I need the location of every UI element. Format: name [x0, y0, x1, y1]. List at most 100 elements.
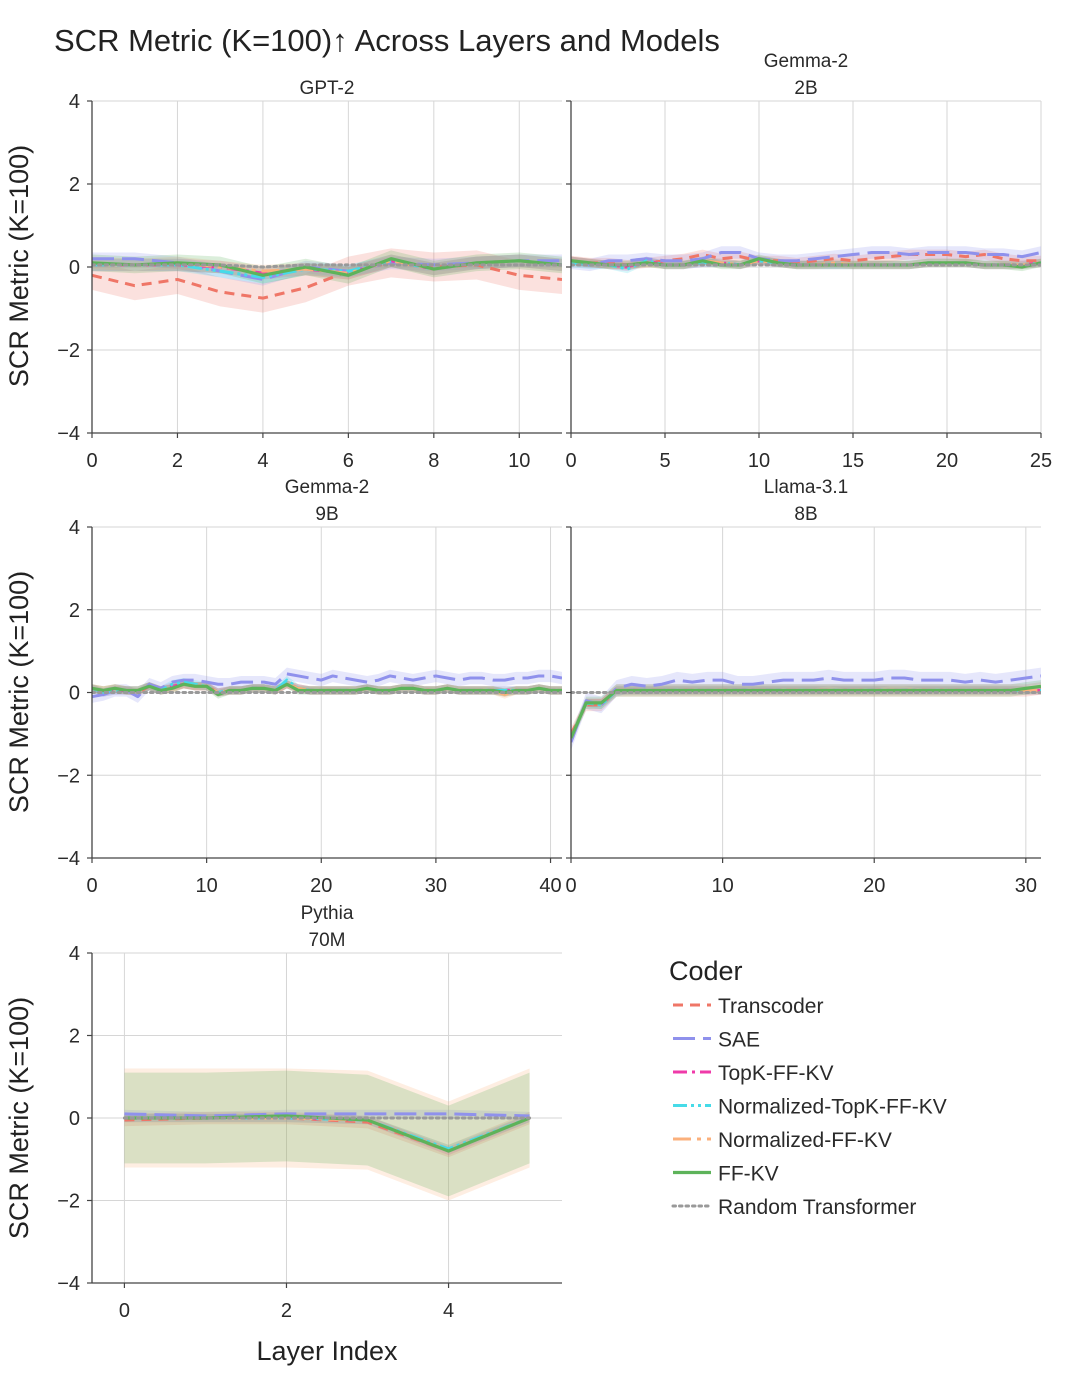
plot-area — [92, 667, 562, 703]
legend-label: TopK-FF-KV — [718, 1062, 834, 1085]
panel-title: 70M — [309, 930, 346, 951]
x-tick-label: 30 — [425, 875, 447, 897]
x-tick-label: 20 — [310, 875, 332, 897]
plot-area — [571, 667, 1041, 751]
plot-area — [122, 1068, 532, 1201]
legend-item: FF-KV — [673, 1163, 779, 1186]
y-tick-label: 4 — [69, 943, 80, 965]
series-line-sae — [124, 1112, 530, 1118]
legend-item: Normalized-TopK-FF-KV — [673, 1096, 947, 1119]
series-line-ff-kv — [92, 257, 562, 277]
y-tick-label: −4 — [57, 848, 80, 870]
series-line-random-transformer — [92, 263, 562, 269]
y-tick-label: 0 — [69, 257, 80, 279]
x-tick-label: 15 — [842, 450, 864, 472]
x-tick-label: 2 — [172, 450, 183, 472]
band-sae — [92, 667, 562, 703]
legend-label: SAE — [718, 1029, 760, 1052]
x-tick-label: 10 — [508, 450, 530, 472]
band-normalized-ff-kv — [124, 1068, 530, 1201]
x-tick-label: 4 — [443, 1300, 454, 1322]
x-tick-label: 2 — [281, 1300, 292, 1322]
panel-title: Pythia — [301, 903, 354, 924]
y-tick-label: −4 — [57, 1273, 80, 1295]
band-topk-ff-kv — [92, 254, 562, 280]
panel-2: 0 5 10 15 20 25 Gemma-2 2B — [565, 51, 1052, 472]
series-line-topk-ff-kv — [571, 688, 1041, 739]
x-tick-label: 10 — [748, 450, 770, 472]
legend-title: Coder — [669, 956, 743, 986]
series-line-transcoder — [92, 261, 562, 300]
legend-label: FF-KV — [718, 1163, 779, 1186]
y-axis-label-row-2: SCR Metric (K=100) — [4, 571, 34, 813]
x-tick-label: 0 — [565, 875, 576, 897]
y-tick-label: −4 — [57, 423, 80, 445]
legend-label: Random Transformer — [718, 1196, 916, 1219]
y-tick-label: 2 — [69, 600, 80, 622]
y-axis-label-row-1: SCR Metric (K=100) — [4, 145, 34, 387]
band-sae — [571, 667, 1041, 751]
x-tick-label: 25 — [1030, 450, 1052, 472]
series-line-sae — [571, 250, 1041, 267]
y-tick-label: −2 — [57, 1191, 80, 1213]
legend: Coder Transcoder SAE TopK-FF-KV Normalized-… — [669, 956, 947, 1219]
x-tick-label: 20 — [863, 875, 885, 897]
figure-title: SCR Metric (K=100)↑ Across Layers and Mo… — [54, 23, 720, 58]
panel-title: Gemma-2 — [764, 51, 848, 72]
plot-area — [571, 246, 1041, 274]
band-ff-kv — [92, 250, 562, 284]
x-tick-label: 0 — [119, 1300, 130, 1322]
x-tick-label: 40 — [539, 875, 561, 897]
band-transcoder — [571, 682, 1041, 741]
x-tick-label: 20 — [936, 450, 958, 472]
series-line-ff-kv — [92, 682, 562, 697]
series-line-normalized-topk-ff-kv — [571, 688, 1041, 739]
panel-5: 0 2 4 −4 −2 0 2 4 Pythia 70M — [57, 903, 562, 1322]
panel-1: 0 2 4 6 8 10 −4 −2 0 2 4 GPT-2 — [57, 78, 562, 472]
x-tick-label: 0 — [86, 450, 97, 472]
y-tick-label: 0 — [69, 683, 80, 705]
x-tick-label: 6 — [343, 450, 354, 472]
series-line-normalized-ff-kv — [571, 688, 1041, 739]
legend-item: TopK-FF-KV — [673, 1062, 834, 1085]
legend-label: Transcoder — [718, 995, 823, 1018]
panel-title: 9B — [315, 504, 338, 525]
x-tick-label: 10 — [711, 875, 733, 897]
series-line-sae — [571, 674, 1041, 743]
panel-title: Gemma-2 — [285, 477, 369, 498]
panel-4: 0 10 20 30 Llama-3.1 8B — [565, 477, 1041, 897]
legend-item: Transcoder — [673, 995, 823, 1018]
x-tick-label: 5 — [659, 450, 670, 472]
series-line-ff-kv — [571, 684, 1041, 739]
x-tick-label: 0 — [86, 875, 97, 897]
y-tick-label: 2 — [69, 174, 80, 196]
series-line-normalized-topk-ff-kv — [92, 678, 562, 694]
y-axis-label-row-3: SCR Metric (K=100) — [4, 997, 34, 1239]
x-tick-label: 0 — [565, 450, 576, 472]
y-tick-label: 0 — [69, 1108, 80, 1130]
band-ff-kv — [571, 254, 1041, 272]
panel-title: 8B — [794, 504, 817, 525]
y-tick-label: −2 — [57, 340, 80, 362]
y-tick-label: 4 — [69, 91, 80, 113]
legend-label: Normalized-FF-KV — [718, 1129, 892, 1152]
y-tick-label: 4 — [69, 517, 80, 539]
panel-title: Llama-3.1 — [764, 477, 849, 498]
plot-area — [92, 248, 562, 313]
legend-label: Normalized-TopK-FF-KV — [718, 1096, 947, 1119]
series-line-sae — [92, 672, 562, 699]
panel-title: 2B — [794, 78, 817, 99]
panel-3: 0 10 20 30 40 −4 −2 0 2 4 Gemma-2 9B — [57, 477, 562, 897]
band-transcoder — [124, 1111, 530, 1158]
band-transcoder — [571, 249, 1041, 270]
series-line-transcoder — [571, 253, 1041, 267]
x-axis-label: Layer Index — [256, 1336, 398, 1366]
band-ff-kv — [571, 680, 1041, 745]
legend-item: Normalized-FF-KV — [673, 1129, 892, 1152]
y-tick-label: 2 — [69, 1026, 80, 1048]
y-tick-label: −2 — [57, 765, 80, 787]
legend-item: Random Transformer — [671, 1196, 916, 1219]
legend-item: SAE — [673, 1029, 760, 1052]
